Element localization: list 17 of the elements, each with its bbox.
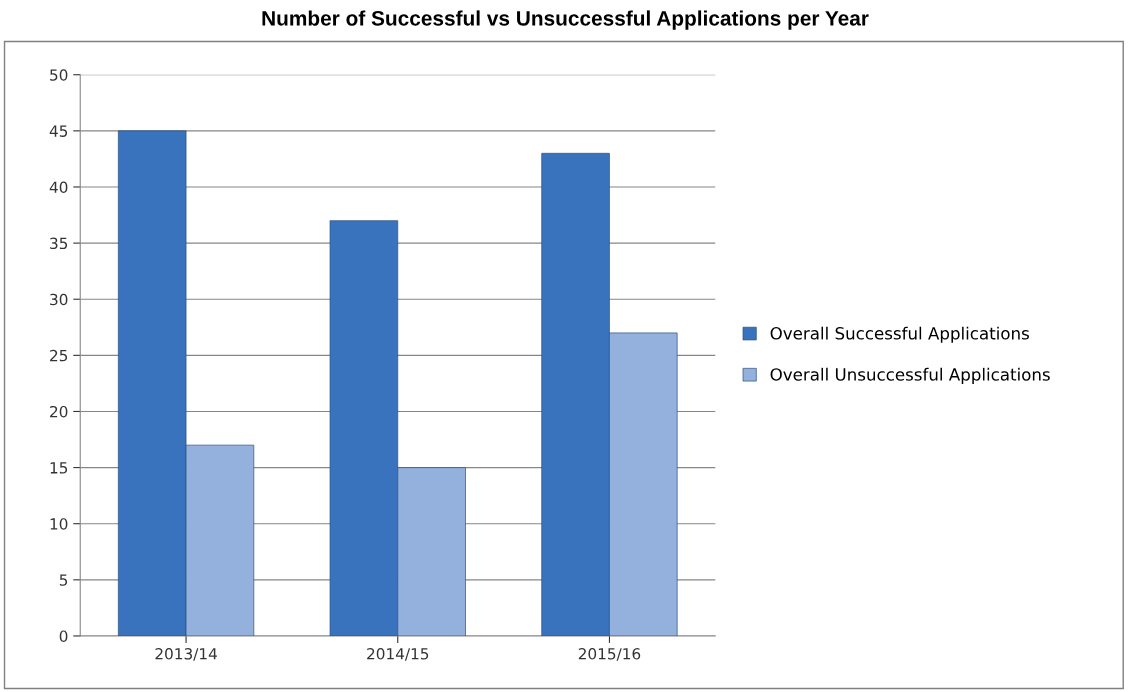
y-tick-label: 10 — [50, 518, 68, 530]
y-tick-label: 45 — [49, 125, 68, 137]
y-tick-label: 50 — [50, 69, 68, 81]
y-tick-label: 0 — [59, 630, 68, 642]
y-tick-label: 15 — [50, 462, 68, 474]
y-tick-label: 20 — [50, 405, 68, 418]
y-tick-label: 30 — [50, 293, 68, 306]
x-tick-label: 2013/14 — [155, 648, 217, 661]
x-tick-label: 2015/16 — [578, 648, 641, 661]
legend-label: Overall Successful Applications — [770, 326, 1029, 343]
y-tick-label: 35 — [50, 237, 68, 250]
y-tick-label: 25 — [50, 349, 68, 362]
x-tick-label: 2014/15 — [367, 648, 429, 661]
y-tick-label: 5 — [59, 574, 68, 586]
legend-label: Overall Unsuccessful Applications — [770, 367, 1050, 384]
y-tick-label: 40 — [49, 181, 68, 193]
chart-title: Number of Successful vs Unsuccessful Applications per Year — [262, 10, 869, 30]
